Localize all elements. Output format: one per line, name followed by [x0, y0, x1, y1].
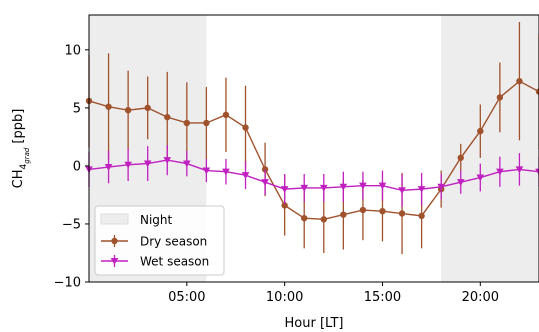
data-point — [339, 183, 348, 191]
series-line — [88, 159, 539, 191]
legend-entry-wet-season: Wet season — [101, 255, 209, 269]
data-point — [280, 186, 289, 193]
y-tick-label: −10 — [54, 276, 81, 291]
data-point — [319, 184, 328, 192]
data-point — [378, 182, 387, 190]
legend-marker — [110, 257, 119, 265]
y-axis-title-subsub: grad — [23, 147, 31, 164]
data-point — [143, 160, 152, 168]
data-point — [183, 160, 191, 168]
data-point — [359, 182, 367, 190]
data-point — [124, 161, 132, 169]
data-point — [398, 187, 406, 195]
data-point — [535, 88, 539, 95]
data-point — [418, 212, 425, 220]
data-point — [281, 202, 288, 209]
x-tick-label: 05:00 — [168, 290, 205, 305]
data-point — [340, 211, 347, 218]
data-point — [222, 168, 230, 176]
y-axis-title-main: CH — [11, 169, 26, 188]
series-layer — [85, 21, 539, 255]
data-point — [242, 124, 249, 131]
y-axis: 10 5 0 −5 −10 — [54, 43, 89, 291]
data-point — [417, 186, 426, 193]
data-point — [515, 166, 524, 174]
data-point — [105, 103, 112, 110]
data-point — [535, 168, 539, 176]
data-point — [379, 207, 386, 215]
data-point — [320, 216, 327, 223]
data-point — [301, 214, 308, 222]
legend-label: Wet season — [140, 255, 209, 269]
legend-label: Dry season — [140, 235, 207, 249]
data-point — [398, 210, 406, 217]
data-point — [476, 174, 485, 182]
x-tick-label: 20:00 — [462, 290, 499, 305]
data-point — [183, 119, 191, 127]
y-axis-title-unit: [ppb] — [11, 109, 26, 148]
series-line — [88, 80, 539, 221]
data-point — [163, 157, 172, 164]
data-point — [457, 154, 464, 161]
data-point — [437, 183, 445, 191]
x-axis-title: Hour [LT] — [285, 316, 344, 331]
data-point — [261, 179, 269, 186]
y-axis-title-sub: 4 — [19, 163, 29, 169]
data-point — [144, 104, 151, 112]
legend: Night Dry season Wet season — [94, 205, 225, 276]
data-point — [203, 119, 210, 127]
legend-night-label: Night — [140, 213, 173, 227]
y-tick-label: 5 — [73, 101, 81, 116]
y-tick-label: −5 — [62, 217, 81, 232]
data-point — [124, 106, 132, 114]
data-point — [202, 167, 211, 175]
data-point — [300, 184, 309, 192]
data-point — [516, 77, 523, 85]
data-point — [456, 179, 465, 186]
data-point — [477, 127, 484, 135]
data-point — [496, 94, 504, 101]
data-point — [241, 172, 250, 179]
night-band-2 — [441, 15, 539, 282]
plot-frame — [88, 14, 539, 283]
data-point — [359, 206, 367, 214]
x-tick-label: 15:00 — [364, 290, 401, 305]
data-point — [164, 113, 171, 121]
legend-marker — [111, 237, 118, 245]
legend-entry-dry-season: Dry season — [101, 235, 207, 249]
data-point — [496, 168, 504, 176]
x-axis: 05:00 10:00 15:00 20:00 — [168, 282, 499, 305]
x-tick-label: 10:00 — [266, 290, 303, 305]
y-axis-title: CH4grad [ppb] — [11, 109, 31, 189]
y-tick-label: 10 — [64, 43, 81, 58]
y-tick-label: 0 — [73, 159, 81, 174]
data-point — [222, 111, 230, 119]
data-point — [104, 164, 113, 171]
legend-night-swatch — [100, 213, 129, 225]
